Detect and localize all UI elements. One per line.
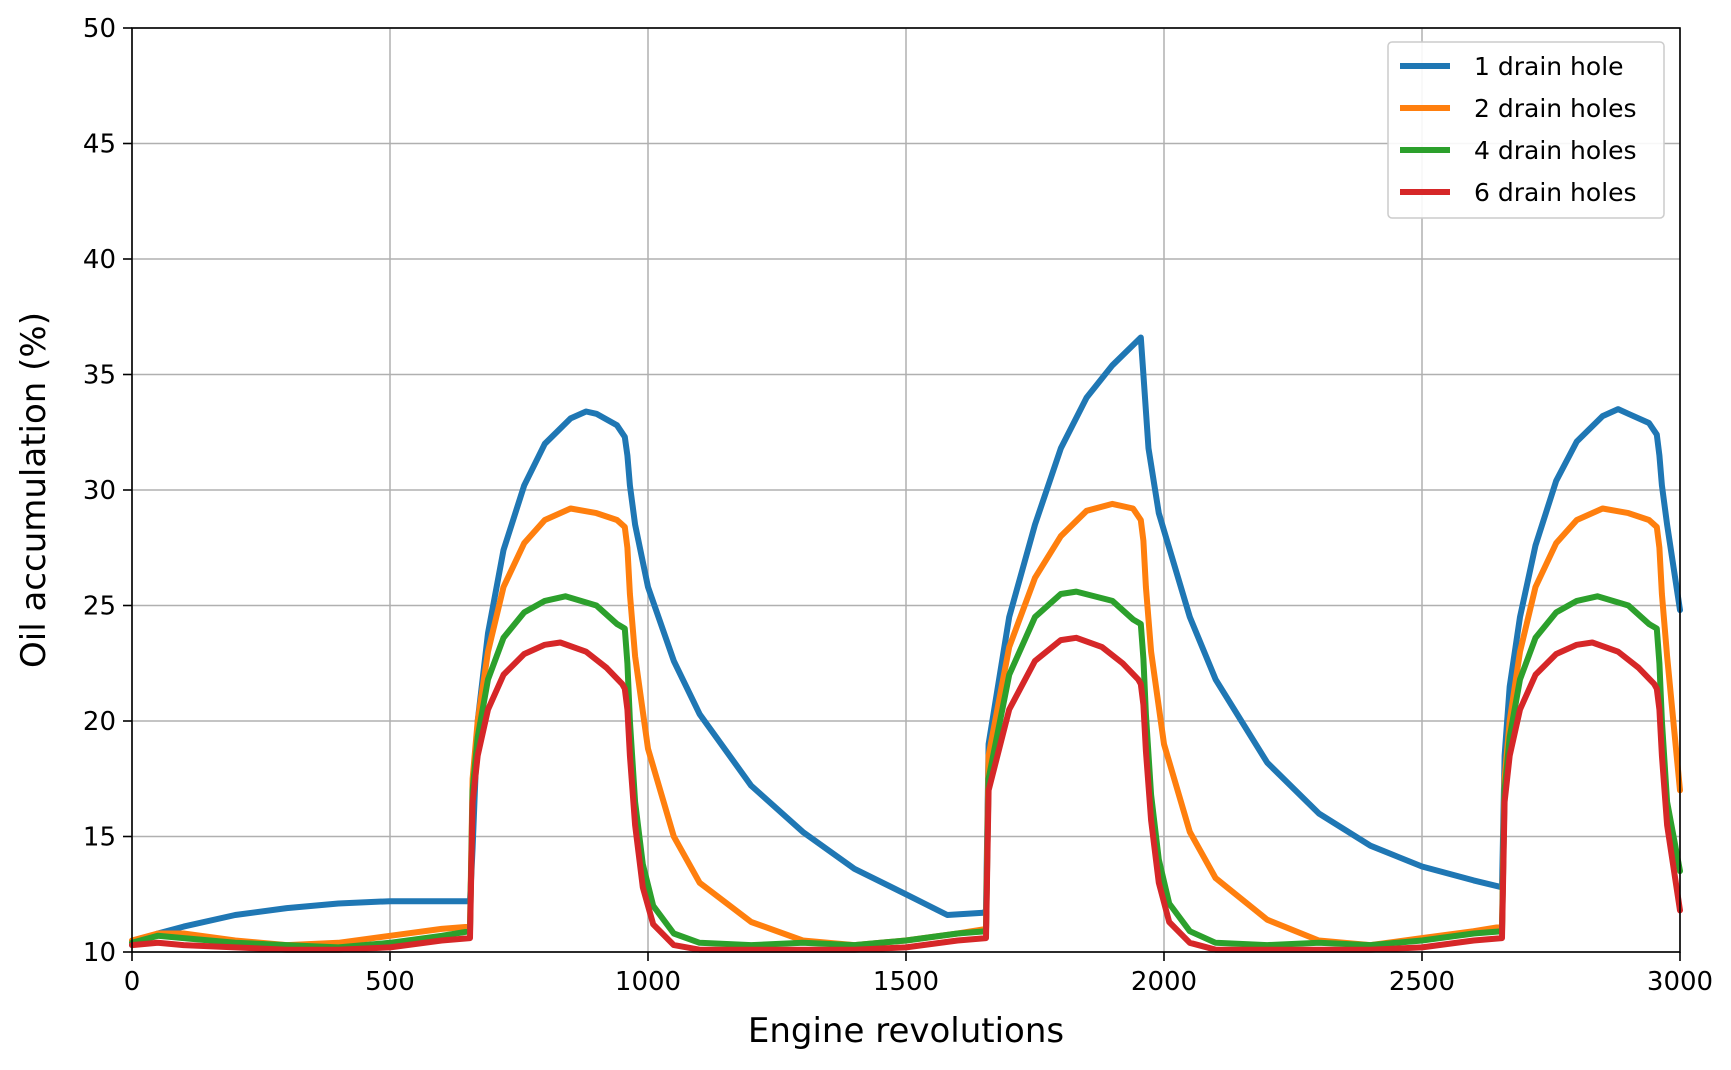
y-tick-label: 15 [83,823,116,853]
ticks: 0 500 1000 1500 2000 2500 3000 10 15 20 25 30 35 40 45… [83,14,1713,997]
series-group [129,334,1683,953]
legend-label: 2 drain holes [1474,94,1637,123]
y-tick-label: 25 [83,592,116,622]
x-tick-label: 3000 [1647,967,1713,997]
y-tick-label: 10 [83,938,116,968]
legend-label: 4 drain holes [1474,136,1637,165]
y-tick-label: 30 [83,476,116,506]
x-tick-label: 1000 [615,967,681,997]
x-tick-label: 2500 [1389,967,1455,997]
series-line [129,500,1683,949]
y-tick-label: 20 [83,707,116,737]
legend: 1 drain hole 2 drain holes 4 drain holes 6 … [1387,41,1665,219]
y-tick-label: 40 [83,245,116,275]
x-tick-label: 500 [365,967,415,997]
x-tick-label: 1500 [873,967,939,997]
x-axis-label: Engine revolutions [748,1011,1064,1051]
y-tick-label: 45 [83,130,116,160]
x-tick-label: 2000 [1131,967,1197,997]
y-tick-label: 50 [83,14,116,44]
y-axis-label: Oil accumulation (%) [14,312,54,668]
x-tick-label: 0 [124,967,141,997]
y-tick-label: 35 [83,361,116,391]
series-line [129,634,1683,953]
series-line [129,588,1683,951]
legend-label: 6 drain holes [1474,178,1637,207]
legend-box [1387,41,1665,219]
legend-label: 1 drain hole [1474,52,1624,81]
